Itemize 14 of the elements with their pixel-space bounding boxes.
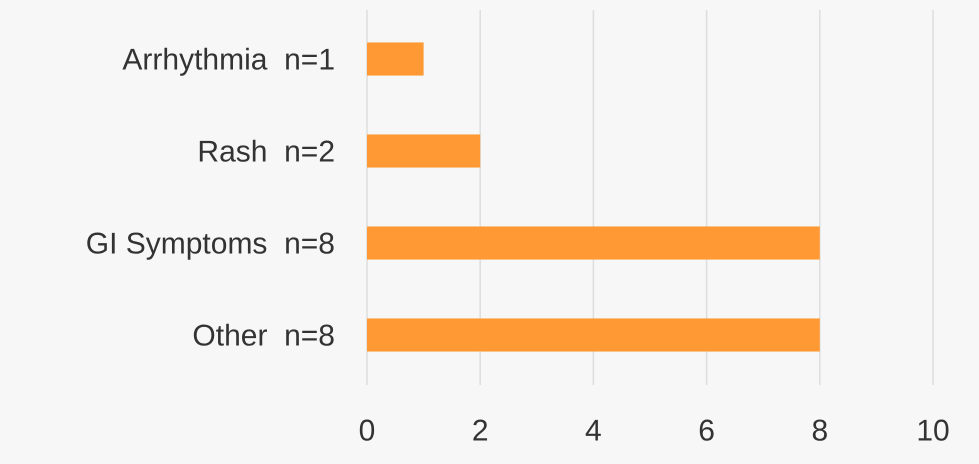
x-tick-label: 2 [472,414,489,448]
y-tick-label: Arrhythmia n=1 [122,44,335,76]
x-tick-label: 6 [698,414,715,448]
bar [367,42,424,76]
x-tick-label: 0 [358,414,376,448]
x-tick-label: 4 [585,414,602,448]
y-tick-label: GI Symptoms n=8 [86,228,335,260]
bar [367,226,820,260]
bar [367,134,480,168]
bar [367,318,820,352]
y-tick-label: Other n=8 [192,320,335,352]
y-tick-label: Rash n=2 [197,136,335,168]
x-tick-label: 8 [811,414,828,448]
x-tick-label: 10 [916,414,950,448]
